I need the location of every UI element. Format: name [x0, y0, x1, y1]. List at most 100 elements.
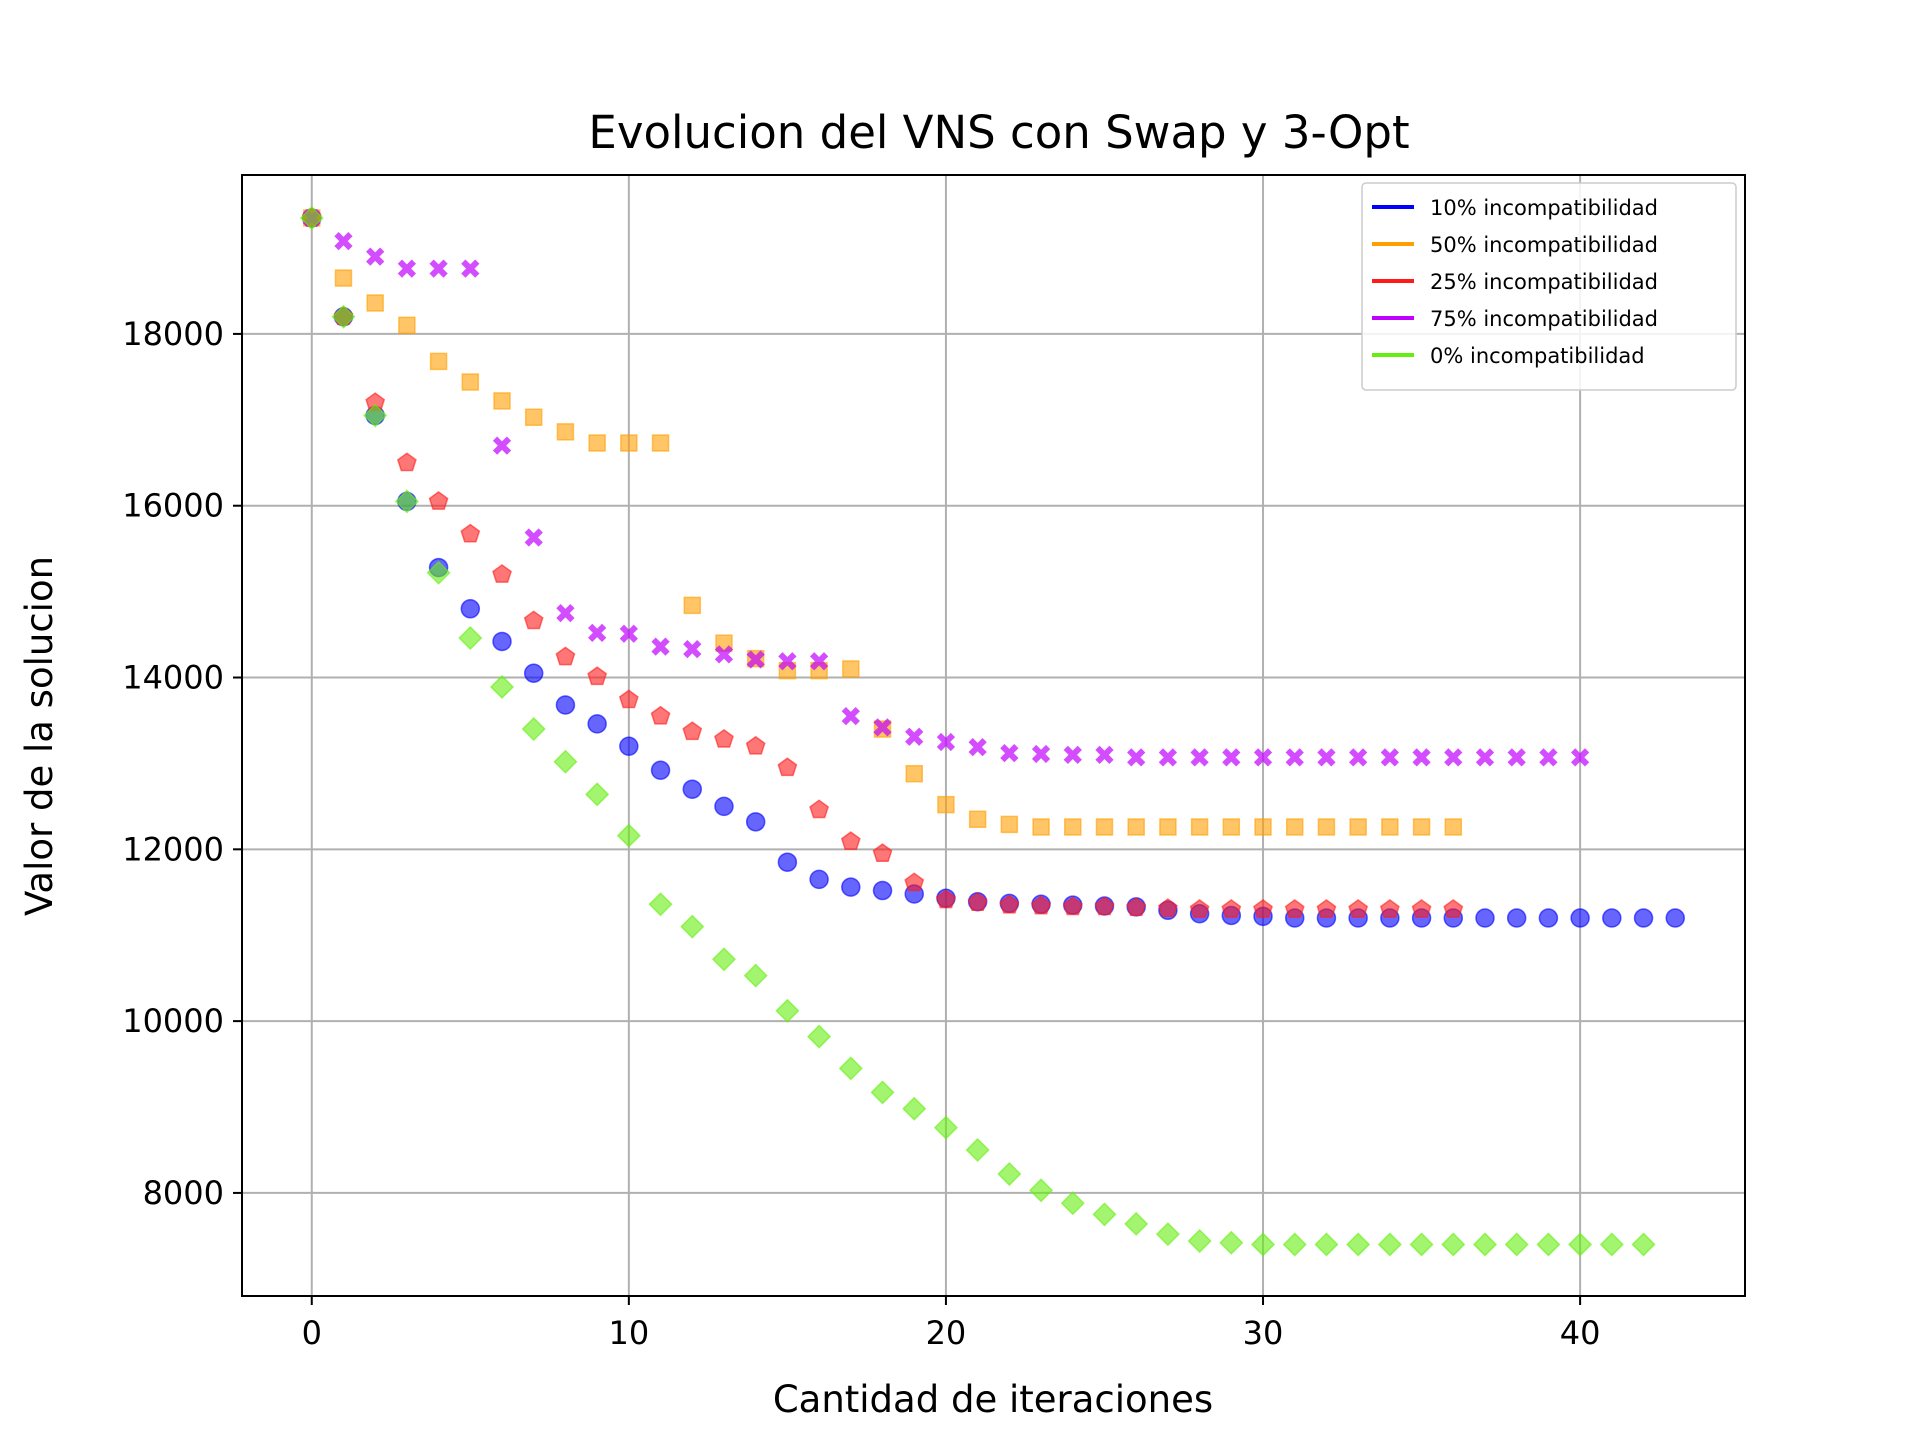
y-axis-title: Valor de la solucion [18, 556, 61, 916]
data-point [1126, 897, 1147, 917]
data-point [1314, 1232, 1339, 1257]
data-point [1349, 748, 1368, 767]
data-point [1631, 1232, 1656, 1257]
y-tick-label: 14000 [122, 659, 224, 697]
data-point [1095, 745, 1114, 764]
data-point [905, 764, 923, 783]
data-point [1124, 1211, 1149, 1236]
data-point [398, 316, 416, 335]
y-tick-label: 10000 [122, 1002, 224, 1040]
data-point [683, 640, 702, 659]
x-tick-label: 30 [1243, 1314, 1284, 1352]
chart-title: Evolucion del VNS con Swap y 3-Opt [588, 106, 1409, 159]
data-point [556, 603, 575, 623]
data-point [1475, 748, 1495, 767]
data-point [904, 872, 925, 892]
data-point [1317, 818, 1336, 836]
data-point [1032, 818, 1050, 836]
data-point [968, 810, 987, 829]
data-point [619, 624, 638, 643]
data-point [872, 843, 893, 863]
data-point [363, 403, 388, 428]
data-point [1157, 898, 1178, 918]
data-point [366, 247, 385, 266]
data-point [1062, 896, 1083, 916]
data-point [1253, 748, 1273, 767]
data-point [524, 408, 543, 426]
x-tick-label: 0 [302, 1314, 322, 1352]
data-point [1222, 818, 1241, 836]
data-point [1444, 818, 1463, 836]
data-point [555, 695, 576, 715]
data-point [334, 269, 353, 287]
data-point [1253, 899, 1273, 918]
data-point [902, 1096, 927, 1121]
data-point [936, 889, 956, 909]
legend-label: 75% incompatibilidad [1430, 307, 1658, 331]
data-point [429, 259, 448, 278]
data-point [746, 650, 765, 669]
data-point [1000, 815, 1019, 834]
data-point [1029, 1178, 1054, 1203]
data-point [841, 877, 861, 897]
data-point [1158, 748, 1178, 767]
data-point [585, 782, 610, 807]
data-point [648, 892, 673, 917]
data-point [1539, 748, 1558, 767]
data-point [745, 812, 766, 832]
data-point [1317, 748, 1336, 767]
data-point [1381, 818, 1399, 836]
data-point [680, 914, 705, 939]
data-point [809, 869, 829, 890]
data-point [870, 1080, 895, 1105]
data-point [334, 232, 353, 251]
data-point [620, 434, 638, 452]
data-point [489, 674, 515, 700]
x-tick-label: 40 [1560, 1314, 1601, 1352]
data-point [967, 892, 988, 912]
data-point [460, 523, 481, 543]
data-point [588, 434, 606, 452]
data-point [1349, 818, 1367, 836]
data-point [1599, 1232, 1624, 1257]
data-point [1504, 1232, 1529, 1257]
data-point [1063, 745, 1082, 764]
data-point [1282, 1232, 1307, 1257]
data-point [587, 714, 607, 734]
data-point [714, 645, 734, 664]
data-point [937, 795, 955, 814]
data-point [1094, 896, 1115, 916]
data-point [521, 716, 546, 742]
legend-box [1361, 182, 1737, 391]
data-point [588, 623, 607, 642]
data-point [587, 666, 608, 686]
data-point [396, 452, 417, 472]
data-point [809, 799, 830, 819]
data-point [714, 728, 734, 748]
data-point [1536, 1232, 1561, 1257]
data-point [1316, 899, 1337, 918]
data-point [1507, 748, 1526, 767]
data-point [872, 880, 893, 901]
data-point [553, 749, 578, 774]
data-point [1377, 1232, 1402, 1257]
data-point [1285, 818, 1304, 836]
data-point [394, 489, 419, 514]
plot-frame [241, 174, 1746, 1297]
data-point [1254, 818, 1272, 836]
series-4 [302, 208, 1590, 767]
data-point [997, 1161, 1022, 1187]
data-point [1409, 1232, 1434, 1257]
data-point [1346, 1232, 1371, 1257]
data-point [745, 735, 766, 755]
data-point [1190, 818, 1209, 836]
data-point [1412, 818, 1431, 836]
data-point [1250, 1232, 1276, 1257]
data-point [524, 528, 543, 547]
data-point [777, 757, 798, 777]
data-point [714, 796, 734, 817]
data-point [682, 721, 703, 741]
data-point [461, 373, 480, 391]
data-point [933, 1115, 958, 1140]
legend-label: 50% incompatibilidad [1430, 233, 1658, 257]
